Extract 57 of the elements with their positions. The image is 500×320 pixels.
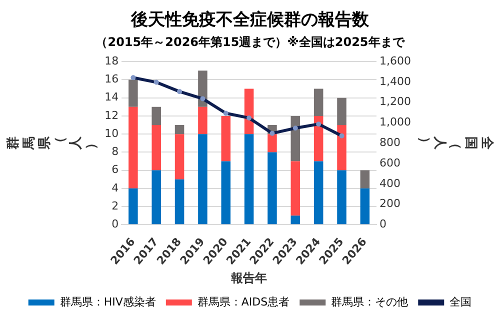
bar <box>198 106 208 134</box>
y2-tick-label: 800 <box>380 136 401 149</box>
bar <box>360 170 370 188</box>
y-axis-title: 群馬県（人） <box>6 136 100 151</box>
y2-tick-label: 1,400 <box>380 74 412 88</box>
legend-label: 群馬県：HIV感染者 <box>60 295 156 308</box>
chart-title: 後天性免疫不全症候群の報告数 <box>130 9 370 30</box>
y-tick-label: 4 <box>112 181 119 194</box>
bar <box>128 188 138 224</box>
bar <box>174 125 184 134</box>
bar <box>244 134 254 224</box>
y2-tick-label: 0 <box>380 218 387 231</box>
bar <box>128 80 138 107</box>
bar <box>128 106 138 188</box>
bar <box>337 98 346 126</box>
y-tick-label: 0 <box>112 218 119 231</box>
bar <box>360 188 370 224</box>
legend-label: 群馬県：AIDS患者 <box>197 295 290 308</box>
y2-tick-label: 1,000 <box>380 116 412 129</box>
bar <box>314 116 324 162</box>
bar <box>221 161 231 224</box>
y-tick-label: 14 <box>104 90 119 104</box>
bar <box>290 161 300 216</box>
y-tick-label: 6 <box>112 163 119 176</box>
bar <box>152 170 161 224</box>
y2-axis-title: 全国（人） <box>416 136 494 151</box>
bar <box>314 88 324 116</box>
legend-label: 群馬県：その他 <box>331 295 408 308</box>
bar <box>337 170 346 224</box>
bar <box>198 134 208 224</box>
bar <box>198 70 208 107</box>
y-tick-label: 18 <box>104 54 119 68</box>
bar <box>221 116 231 162</box>
bar <box>152 125 161 170</box>
bar <box>268 134 277 152</box>
y-tick-label: 10 <box>104 126 119 140</box>
bar <box>337 125 346 170</box>
y2-tick-label: 400 <box>380 176 401 190</box>
bar <box>314 161 324 224</box>
bar <box>244 88 254 134</box>
chart-subtitle: （2015年～2026年第15週まで）※全国は2025年まで <box>94 34 406 51</box>
y2-tick-label: 600 <box>380 156 401 170</box>
bar <box>152 106 161 126</box>
y2-tick-label: 200 <box>380 197 401 210</box>
y-tick-label: 8 <box>112 145 119 158</box>
y2-tick-label: 1,600 <box>380 54 412 68</box>
y-tick-label: 16 <box>104 72 119 86</box>
y-tick-label: 2 <box>112 199 119 212</box>
bar <box>290 116 300 162</box>
legend-label: 全国 <box>450 295 472 308</box>
y2-tick-label: 1,200 <box>380 95 412 108</box>
bar <box>268 152 277 224</box>
x-axis-title: 報告年 <box>230 270 268 285</box>
bar <box>174 134 184 180</box>
bar <box>290 216 300 224</box>
bar <box>174 179 184 224</box>
y-tick-label: 12 <box>104 108 119 122</box>
